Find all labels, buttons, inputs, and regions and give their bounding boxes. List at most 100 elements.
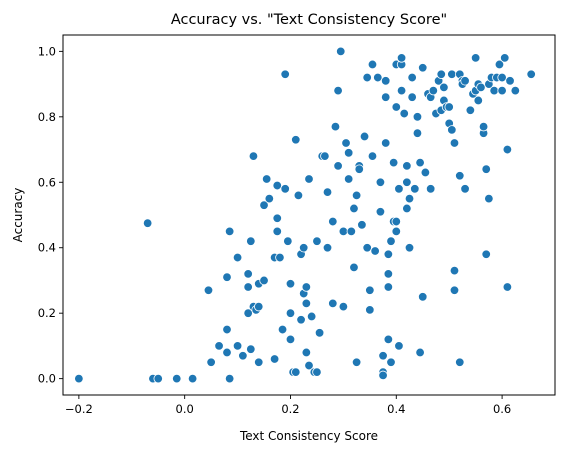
y-tick-label: 0.2	[38, 306, 56, 320]
data-point	[378, 370, 388, 381]
data-point	[465, 105, 476, 115]
data-point	[222, 347, 232, 358]
data-point	[447, 125, 457, 135]
data-point	[375, 177, 386, 187]
data-point	[391, 102, 401, 112]
data-point	[502, 282, 513, 292]
data-point	[362, 243, 372, 253]
data-point	[304, 174, 314, 184]
data-point	[280, 69, 290, 79]
data-point	[497, 85, 507, 96]
data-point	[277, 324, 288, 335]
data-point	[407, 92, 417, 102]
data-point	[222, 324, 232, 335]
data-point	[386, 357, 396, 367]
data-point	[291, 135, 301, 145]
data-point	[232, 341, 243, 351]
data-point	[373, 72, 383, 83]
data-point	[365, 305, 375, 315]
data-point	[460, 76, 470, 86]
data-point	[404, 193, 415, 204]
data-point	[357, 220, 367, 230]
data-point	[481, 164, 491, 174]
chart-title: Accuracy vs. "Text Consistency Score"	[171, 12, 447, 28]
x-tick-label: 0.4	[387, 402, 405, 416]
data-point	[322, 187, 333, 197]
data-point	[330, 121, 341, 132]
data-point	[232, 252, 243, 263]
data-point	[375, 207, 386, 217]
data-point	[412, 128, 423, 138]
data-points	[74, 46, 536, 384]
x-tick-label: 0.0	[176, 402, 194, 416]
data-point	[314, 328, 325, 338]
data-point	[291, 367, 301, 377]
data-point	[328, 216, 338, 227]
data-point	[396, 53, 407, 63]
data-point	[261, 174, 272, 184]
data-point	[349, 262, 359, 273]
data-point	[394, 184, 404, 194]
y-tick-label: 0.6	[38, 175, 56, 189]
data-point	[280, 184, 290, 194]
data-point	[362, 72, 372, 83]
data-point	[449, 265, 460, 276]
data-point	[272, 180, 282, 191]
data-point	[346, 226, 357, 237]
data-point	[272, 213, 282, 223]
data-point	[383, 269, 394, 279]
data-point	[420, 167, 431, 178]
data-point	[301, 347, 312, 358]
y-axis-label: Accuracy	[11, 188, 25, 243]
data-point	[222, 272, 232, 282]
data-point	[383, 249, 394, 259]
y-tick-label: 0.0	[38, 372, 56, 386]
data-point	[381, 76, 391, 86]
data-point	[383, 334, 394, 345]
data-point	[367, 59, 378, 70]
data-point	[343, 148, 354, 158]
data-point	[386, 236, 396, 246]
data-point	[153, 373, 163, 384]
x-axis: −0.2 0.0 0.2 0.4 0.6	[65, 395, 511, 416]
data-point	[436, 69, 446, 79]
data-point	[349, 203, 359, 214]
data-point	[259, 200, 269, 210]
data-point	[449, 138, 460, 148]
data-point	[312, 367, 322, 377]
data-point	[399, 108, 409, 119]
x-tick-label: 0.6	[493, 402, 511, 416]
data-point	[283, 236, 293, 246]
data-point	[224, 226, 235, 237]
data-point	[296, 315, 306, 325]
data-point	[489, 85, 499, 96]
data-point	[142, 218, 153, 228]
data-point	[272, 226, 282, 237]
data-point	[410, 184, 420, 194]
data-point	[439, 82, 449, 93]
x-tick-label: −0.2	[65, 402, 93, 416]
data-point	[203, 285, 214, 295]
data-point	[484, 193, 494, 204]
data-point	[476, 82, 486, 93]
data-point	[224, 373, 235, 384]
data-point	[388, 157, 399, 168]
data-point	[351, 190, 362, 201]
data-point	[328, 298, 338, 309]
data-point	[494, 59, 505, 70]
data-point	[402, 177, 412, 187]
data-point	[415, 157, 425, 168]
data-point	[301, 298, 312, 309]
data-point	[383, 282, 394, 292]
data-point	[505, 76, 515, 86]
data-point	[243, 269, 253, 279]
data-point	[206, 357, 216, 367]
data-point	[391, 226, 401, 237]
data-point	[455, 357, 465, 367]
plot-frame	[62, 34, 556, 396]
data-point	[285, 308, 296, 318]
data-point	[269, 354, 280, 364]
data-point	[381, 92, 391, 102]
data-point	[354, 164, 364, 174]
